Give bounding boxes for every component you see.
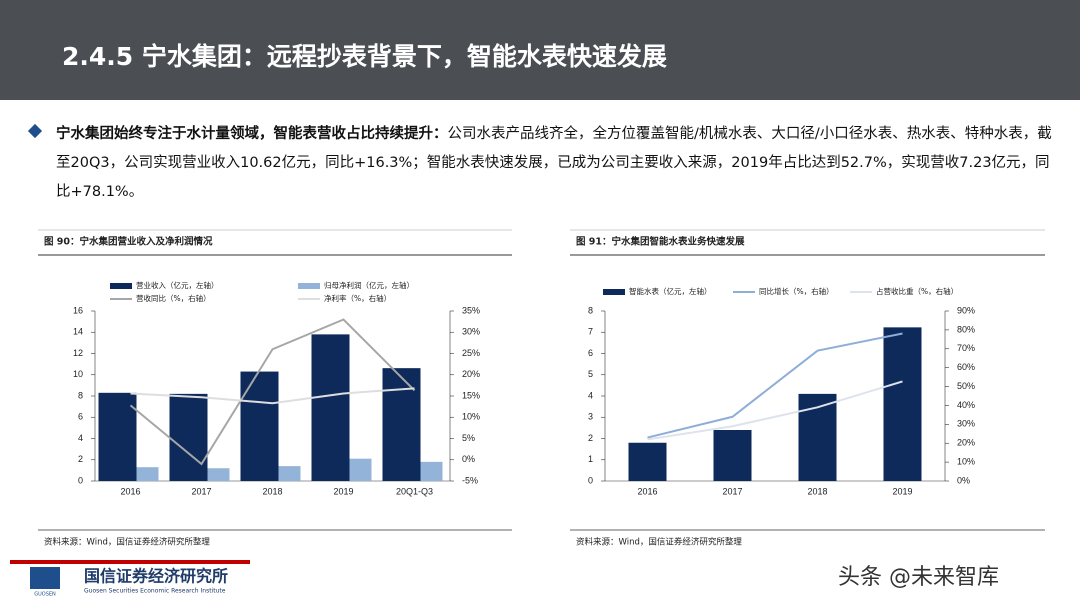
y-tick-label: 0 xyxy=(588,475,593,485)
chart-title: 图 91：宁水集团智能水表业务快速发展 xyxy=(576,236,745,248)
y-tick-label: 1 xyxy=(588,454,593,464)
header-title: 2.4.5 宁水集团：远程抄表背景下，智能水表快速发展 xyxy=(62,42,667,71)
y-tick-label: 6 xyxy=(588,348,593,358)
bar xyxy=(628,442,667,481)
line xyxy=(130,387,415,405)
legend-label: 营收同比（%，右轴） xyxy=(136,293,211,303)
y2-tick-label: 20% xyxy=(957,438,975,448)
y2-tick-label: 60% xyxy=(957,362,975,372)
y-tick-label: 14 xyxy=(73,327,83,337)
bar xyxy=(136,467,159,481)
bar xyxy=(311,334,350,481)
x-tick-label: 2016 xyxy=(637,486,657,496)
source: 资料来源：Wind，国信证券经济研究所整理 xyxy=(44,537,210,548)
bullet-text: 宁水集团始终专注于水计量领域，智能表营收占比持续提升：公司水表产品线齐全，全方位… xyxy=(56,120,1056,207)
y-tick-label: 2 xyxy=(588,433,593,443)
legend-swatch xyxy=(110,283,132,289)
bullet-lead: 宁水集团始终专注于水计量领域，智能表营收占比持续提升： xyxy=(56,126,448,142)
x-tick-label: 2018 xyxy=(807,486,827,496)
footer-bar xyxy=(10,560,250,564)
line xyxy=(129,318,416,466)
y2-tick-label: 30% xyxy=(462,327,480,337)
y2-tick-label: 35% xyxy=(462,305,480,315)
bar xyxy=(883,327,922,481)
y2-tick-label: 20% xyxy=(462,369,480,379)
y-tick-label: 4 xyxy=(588,390,593,400)
x-tick-label: 2019 xyxy=(333,486,353,496)
y2-tick-label: 0% xyxy=(462,454,475,464)
y-tick-label: 12 xyxy=(73,348,83,358)
bar xyxy=(207,468,230,481)
bar xyxy=(98,392,137,481)
y-tick-label: 7 xyxy=(588,327,593,337)
y2-tick-label: 90% xyxy=(957,305,975,315)
y-tick-label: 10 xyxy=(73,369,83,379)
bar xyxy=(420,461,443,481)
y-tick-label: 6 xyxy=(78,412,83,422)
y2-tick-label: 0% xyxy=(957,475,970,485)
legend-swatch xyxy=(298,283,320,289)
y-tick-label: 0 xyxy=(78,475,83,485)
legend-label: 净利率（%，右轴） xyxy=(324,293,391,303)
bar xyxy=(349,458,372,481)
y2-tick-label: 30% xyxy=(957,419,975,429)
logo-icon xyxy=(30,567,60,589)
legend-swatch xyxy=(603,289,625,295)
x-tick-label: 2016 xyxy=(120,486,140,496)
bar xyxy=(798,393,837,481)
y-tick-label: 3 xyxy=(588,412,593,422)
bar xyxy=(240,371,279,481)
chart-title: 图 90：宁水集团营业收入及净利润情况 xyxy=(44,236,213,248)
bar xyxy=(382,368,421,481)
y-tick-label: 5 xyxy=(588,369,593,379)
y-tick-label: 8 xyxy=(78,390,83,400)
x-tick-label: 2017 xyxy=(191,486,211,496)
y2-tick-label: 5% xyxy=(462,433,475,443)
y2-tick-label: 40% xyxy=(957,400,975,410)
y2-tick-label: 70% xyxy=(957,343,975,353)
y-tick-label: 16 xyxy=(73,305,83,315)
y2-tick-label: 15% xyxy=(462,390,480,400)
y-tick-label: 2 xyxy=(78,454,83,464)
y2-tick-label: 10% xyxy=(462,412,480,422)
logo-en: Guosen Securities Economic Research Inst… xyxy=(84,588,226,595)
logo-cn: 国信证券经济研究所 xyxy=(84,567,228,586)
x-tick-label: 2017 xyxy=(722,486,742,496)
y-tick-label: 4 xyxy=(78,433,83,443)
legend-label: 同比增长（%，右轴） xyxy=(759,286,834,296)
line xyxy=(647,332,903,439)
x-tick-label: 20Q1-Q3 xyxy=(396,486,433,496)
y2-tick-label: 80% xyxy=(957,324,975,334)
x-tick-label: 2018 xyxy=(262,486,282,496)
legend-label: 归母净利润（亿元，左轴） xyxy=(324,280,414,290)
y2-tick-label: 10% xyxy=(957,456,975,466)
legend-label: 营业收入（亿元，左轴） xyxy=(136,280,219,290)
bar xyxy=(713,430,752,481)
y-tick-label: 8 xyxy=(588,305,593,315)
header-band xyxy=(0,0,1080,100)
logo-mark: GUOSEN xyxy=(34,592,56,598)
bullet-body: 公司水表产品线齐全，全方位覆盖智能/机械水表、大口径/小口径水表、热水表、特种水… xyxy=(56,126,1052,200)
bar xyxy=(278,466,301,481)
bar xyxy=(169,393,208,481)
y2-tick-label: 25% xyxy=(462,348,480,358)
legend-label: 智能水表（亿元，左轴） xyxy=(629,286,712,296)
y2-tick-label: 50% xyxy=(957,381,975,391)
source: 资料来源：Wind，国信证券经济研究所整理 xyxy=(576,537,742,548)
y2-tick-label: -5% xyxy=(462,475,478,485)
watermark: 头条 @未来智库 xyxy=(838,565,999,590)
legend-label: 占营收比重（%，右轴） xyxy=(876,286,958,296)
x-tick-label: 2019 xyxy=(892,486,912,496)
line xyxy=(647,380,903,441)
